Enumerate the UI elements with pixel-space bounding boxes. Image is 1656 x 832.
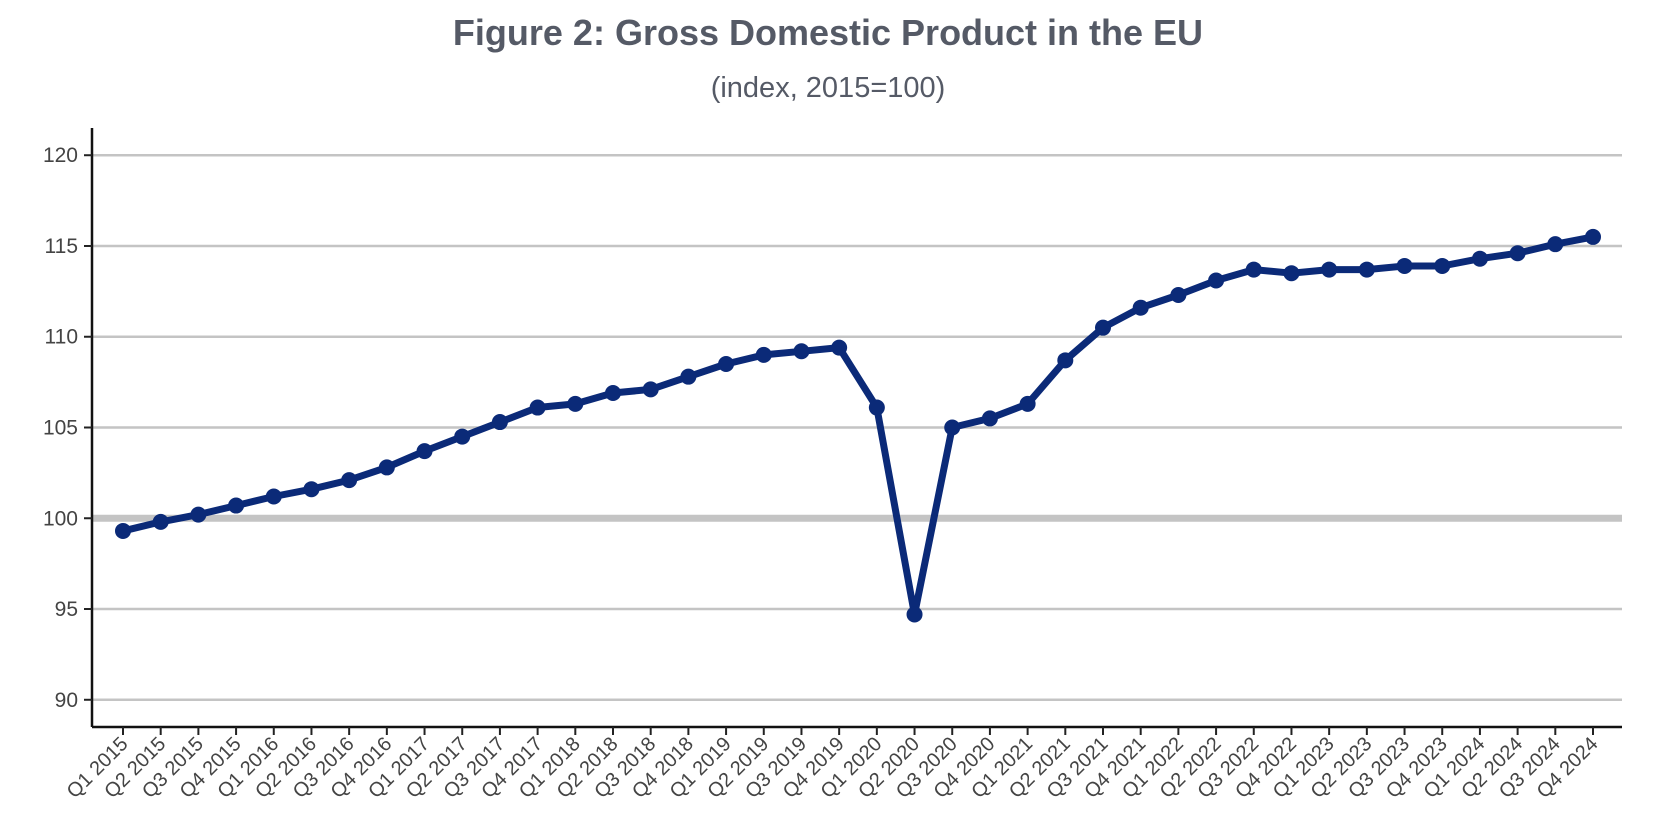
gdp-line bbox=[119, 233, 1597, 618]
data-point bbox=[416, 443, 433, 460]
data-point bbox=[680, 368, 697, 385]
data-point bbox=[1283, 265, 1300, 282]
data-point bbox=[454, 428, 471, 445]
data-point bbox=[981, 410, 998, 427]
data-point bbox=[944, 419, 961, 436]
data-point bbox=[1509, 245, 1526, 262]
data-point bbox=[1057, 352, 1074, 369]
data-point bbox=[1358, 261, 1375, 278]
y-tick-label: 110 bbox=[45, 326, 78, 349]
data-point bbox=[1321, 261, 1338, 278]
data-point bbox=[605, 385, 621, 402]
data-point bbox=[228, 497, 245, 514]
data-point bbox=[1434, 257, 1451, 274]
y-tick-label: 115 bbox=[45, 235, 78, 258]
chart-title: Figure 2: Gross Domestic Product in the … bbox=[452, 12, 1204, 53]
data-point bbox=[378, 459, 395, 476]
chart-subtitle: (index, 2015=100) bbox=[710, 72, 946, 104]
data-point bbox=[1547, 236, 1564, 253]
y-tick-label: 100 bbox=[43, 507, 78, 530]
data-point bbox=[152, 513, 169, 530]
data-point bbox=[1396, 257, 1413, 274]
y-axis-ticks: 90 95 100 105 110 115 120 bbox=[43, 144, 92, 712]
data-point bbox=[1245, 261, 1262, 278]
data-point bbox=[1208, 272, 1225, 289]
data-point bbox=[1471, 250, 1488, 267]
y-tick-label: 120 bbox=[43, 144, 78, 167]
data-point bbox=[567, 395, 584, 412]
data-point bbox=[341, 472, 358, 489]
data-point bbox=[1132, 299, 1149, 316]
data-point bbox=[906, 606, 923, 623]
data-point bbox=[115, 522, 131, 539]
data-point bbox=[265, 488, 282, 505]
data-point bbox=[303, 481, 320, 498]
data-point bbox=[190, 506, 207, 523]
data-point bbox=[642, 381, 659, 398]
data-point bbox=[868, 399, 885, 416]
data-point bbox=[1585, 228, 1601, 245]
data-point bbox=[491, 414, 508, 431]
data-point bbox=[831, 339, 848, 356]
y-tick-label: 95 bbox=[55, 598, 78, 621]
gridlines bbox=[92, 153, 1622, 702]
data-point bbox=[755, 346, 772, 363]
y-tick-label: 105 bbox=[43, 417, 78, 440]
data-point bbox=[529, 399, 546, 416]
data-point bbox=[1095, 319, 1111, 336]
data-point bbox=[1019, 395, 1036, 412]
gdp-series bbox=[115, 228, 1601, 623]
data-point bbox=[793, 343, 810, 360]
y-tick-label: 90 bbox=[55, 689, 78, 712]
data-point bbox=[1170, 286, 1187, 303]
data-point bbox=[718, 355, 735, 372]
